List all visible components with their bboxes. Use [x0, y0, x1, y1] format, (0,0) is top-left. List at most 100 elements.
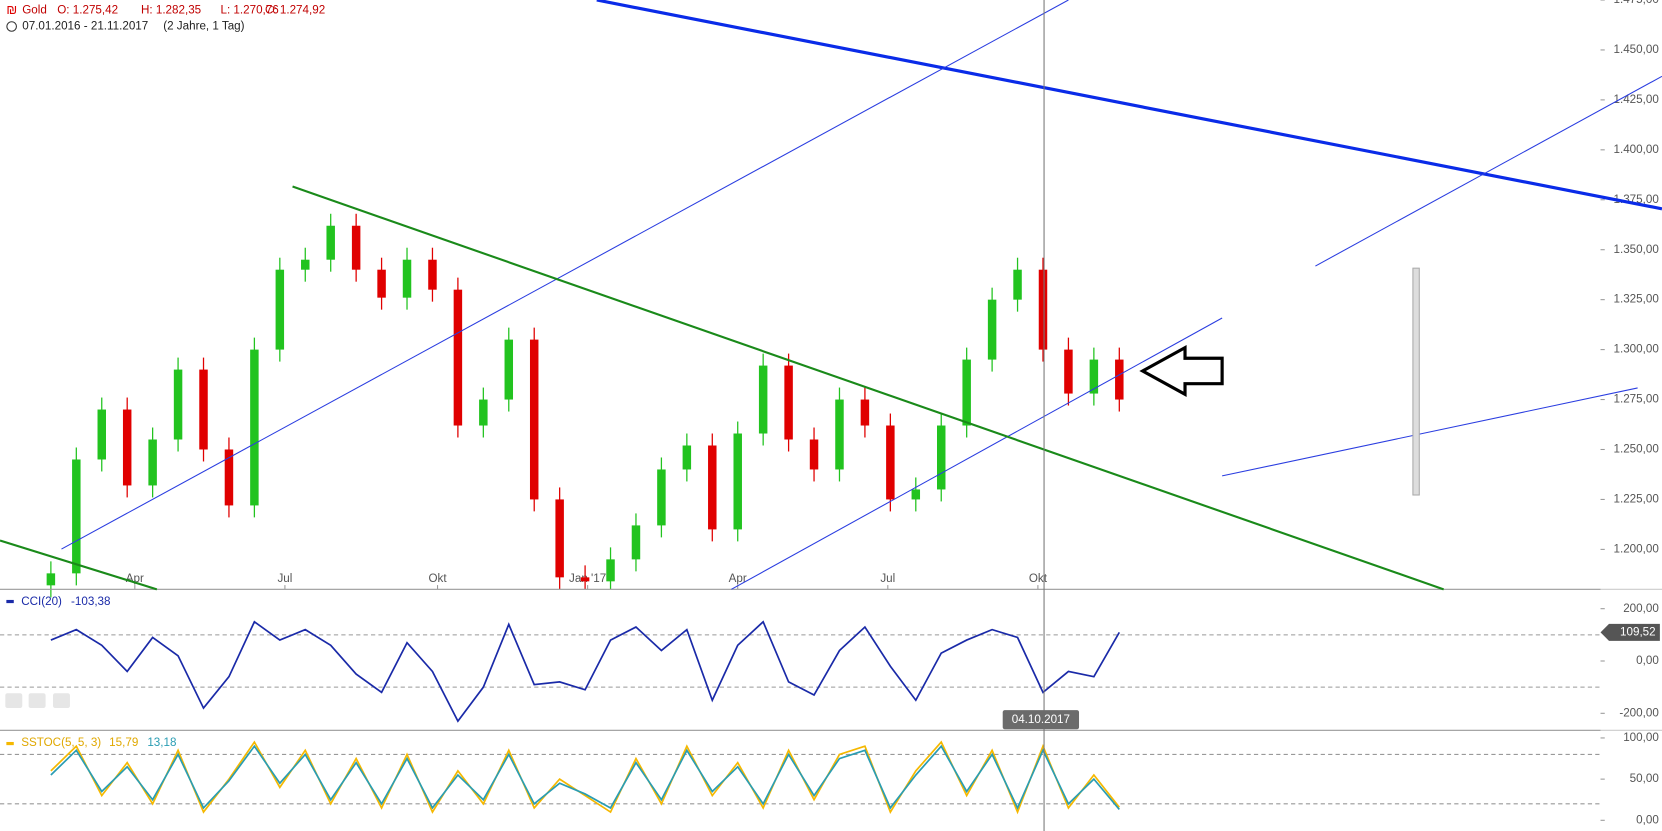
candle-body — [1064, 349, 1073, 394]
y-tick-label: 1.400,00 — [1614, 143, 1660, 156]
open: O: 1.275,42 — [57, 4, 118, 17]
x-tick-label: Okt — [428, 572, 447, 585]
series-line — [50, 744, 1120, 810]
symbol: Gold — [22, 4, 47, 17]
candle-body — [708, 445, 717, 530]
trendline — [1315, 75, 1662, 267]
panel: 1.200,00 1.225,00 1.250,00 1.275,00 1.300,00… — [46, 0, 1660, 598]
trendline — [731, 317, 1223, 590]
candle-body — [809, 439, 819, 470]
candle-body — [428, 259, 437, 290]
y-tick-label: 1.325,00 — [1614, 293, 1660, 306]
y-tick-label: 1.250,00 — [1614, 443, 1660, 456]
y-tick-label: -200,00 — [1619, 706, 1659, 719]
high: H: 1.282,35 — [141, 4, 201, 17]
legend-label: CCI(20) — [21, 595, 62, 608]
zoom-marker — [1412, 267, 1420, 496]
legend-label: SSTOC(5, 5, 3) — [21, 736, 101, 749]
trendline — [1222, 387, 1638, 477]
candle-body — [835, 399, 844, 470]
indicator-value: -103,38 — [71, 595, 110, 608]
candle-body — [122, 409, 132, 486]
candle-body — [631, 525, 641, 560]
symbol-icon: ₪ — [6, 2, 17, 17]
close: C: 1.274,92 — [265, 4, 325, 17]
candle-body — [860, 399, 870, 426]
candle-body — [148, 439, 157, 486]
date-range: 07.01.2016 - 21.11.2017 — [22, 20, 148, 33]
trendline — [0, 539, 158, 591]
crosshair-date-box — [1002, 710, 1080, 730]
candle-body — [987, 299, 997, 360]
legend-swatch — [6, 741, 14, 746]
candle-body — [504, 339, 514, 400]
panel: 200,00 0,00 -200,00 109,52 — [0, 602, 1660, 723]
x-tick-label: Okt — [1029, 572, 1048, 585]
candle-body — [1115, 359, 1124, 400]
candle-body — [886, 425, 895, 500]
candle-body — [250, 349, 259, 506]
button[interactable] — [5, 693, 23, 709]
series-line — [50, 740, 1120, 815]
candle-body — [682, 445, 692, 470]
candle-body — [46, 573, 56, 586]
legend-swatch — [6, 599, 14, 604]
y-tick-label: 1.200,00 — [1614, 542, 1660, 555]
candle-body — [733, 433, 742, 530]
candle-body — [199, 369, 208, 450]
candle-body — [1038, 269, 1048, 350]
candle-body — [275, 269, 285, 350]
candle-body — [580, 577, 590, 582]
candle-body — [479, 399, 488, 426]
y-tick-label: 0,00 — [1636, 813, 1659, 826]
trendline — [292, 185, 1445, 591]
x-tick-label: Apr — [729, 572, 747, 585]
trendline — [61, 0, 1069, 550]
y-tick-label: 100,00 — [1623, 731, 1659, 744]
candle-body — [224, 449, 234, 506]
trendline — [596, 0, 1662, 211]
candle-body — [97, 409, 106, 460]
crosshair-date: 04.10.2017 — [1012, 713, 1070, 726]
last-value-label: 109,52 — [1620, 625, 1656, 638]
arrow — [1139, 344, 1224, 397]
y-tick-label: 1.300,00 — [1614, 343, 1660, 356]
y-tick-label: 1.475,00 — [1614, 0, 1660, 6]
y-tick-label: 1.225,00 — [1614, 493, 1660, 506]
drawings — [0, 0, 1662, 591]
candle-body — [72, 459, 81, 574]
y-tick-label: 1.275,00 — [1614, 393, 1660, 406]
series-line — [50, 620, 1121, 723]
candle-body — [606, 559, 615, 582]
candle-body — [453, 289, 463, 426]
candle-body — [402, 259, 412, 298]
candle-body — [351, 225, 361, 270]
y-tick-label: 1.350,00 — [1614, 243, 1660, 256]
candle-body — [657, 469, 666, 526]
period: (2 Jahre, 1 Tag) — [163, 20, 244, 33]
x-tick-label: Jul — [880, 572, 895, 585]
button[interactable] — [52, 693, 70, 709]
candle-body — [1013, 269, 1022, 300]
candle-body — [173, 369, 183, 440]
x-tick-label: Jul — [277, 572, 292, 585]
indicator-value: 13,18 — [147, 736, 176, 749]
candle-body — [962, 359, 971, 426]
candle-body — [936, 425, 946, 490]
clock-icon — [6, 21, 17, 32]
indicator-value: 15,79 — [109, 736, 138, 749]
low: L: 1.270,76 — [220, 4, 278, 17]
panel: 100,00 50,00 0,00 — [0, 731, 1659, 826]
candle-body — [377, 269, 386, 298]
candle-body — [784, 365, 793, 440]
panel-buttons[interactable] — [5, 693, 70, 709]
y-tick-label: 200,00 — [1623, 602, 1659, 615]
candle-body — [555, 499, 564, 578]
candle-body — [911, 489, 921, 500]
y-tick-label: 50,00 — [1630, 772, 1660, 785]
y-tick-label: 0,00 — [1636, 654, 1659, 667]
button[interactable] — [28, 693, 46, 709]
y-tick-label: 1.450,00 — [1614, 43, 1660, 56]
